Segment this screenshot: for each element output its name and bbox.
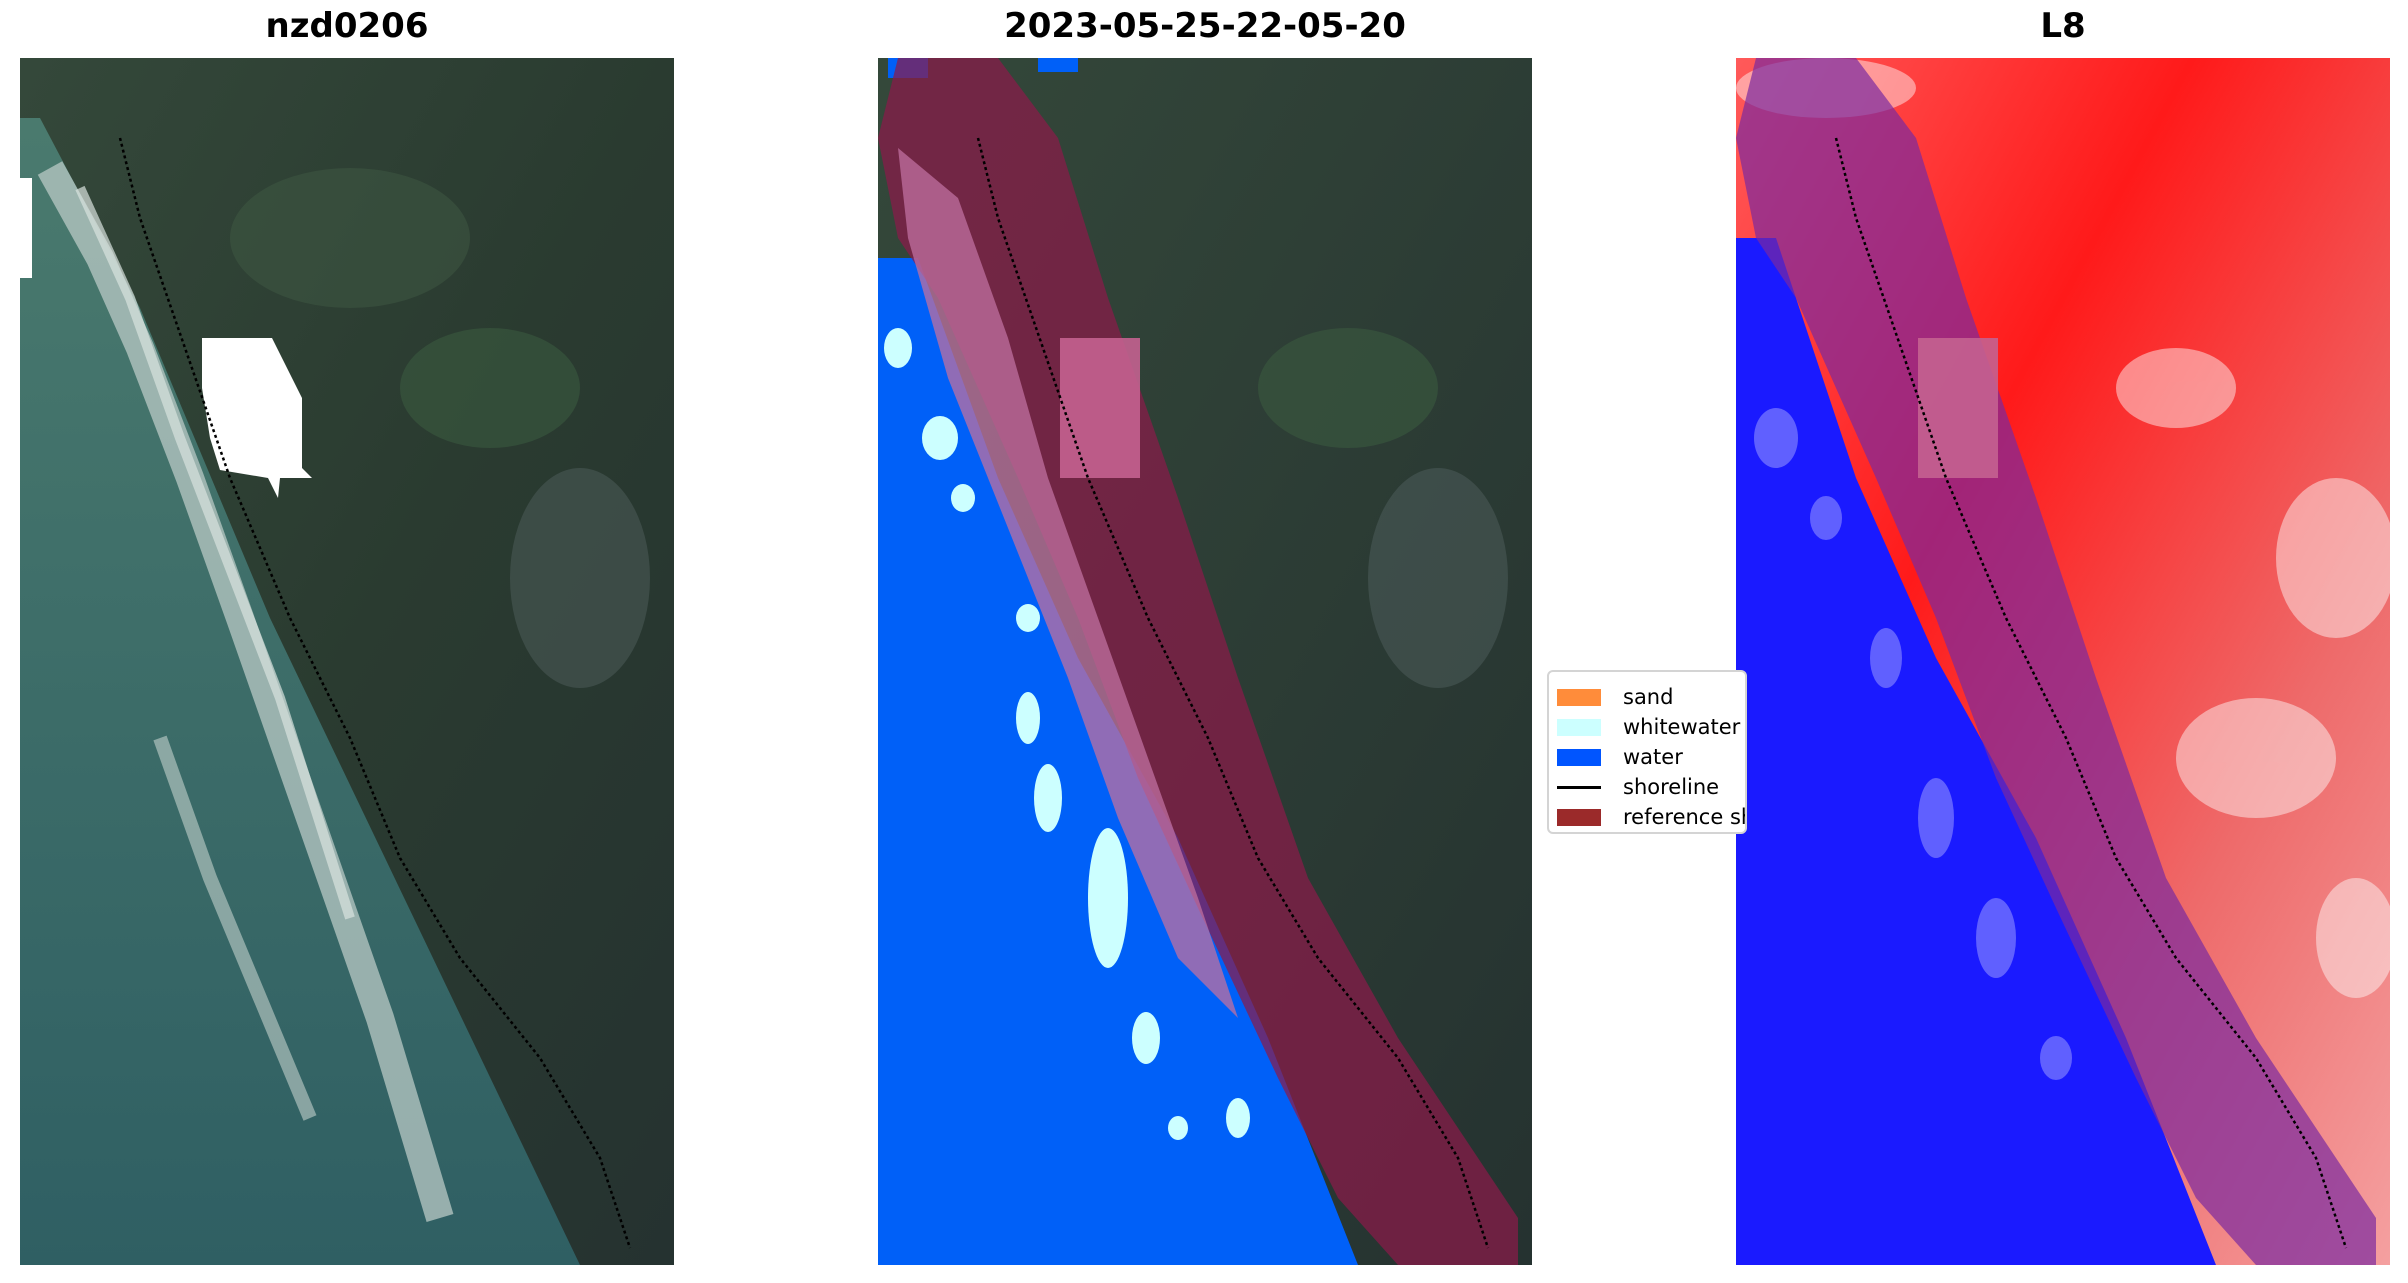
shoreline-line — [118, 137, 632, 1249]
surf-band — [37, 161, 454, 1223]
legend-item-shoreline: shoreline — [1557, 774, 1719, 800]
legend-label-water: water — [1623, 745, 1683, 769]
legend-swatch-whitewater — [1557, 718, 1601, 736]
legend-item-reference-shoreline: reference shoreline buffer — [1557, 804, 1745, 830]
legend-label-whitewater: whitewater — [1623, 715, 1741, 739]
classified-image — [878, 58, 1532, 1265]
whitewater-patches — [884, 328, 1250, 1140]
panel-title-index: L8 — [2040, 6, 2086, 46]
legend-label-sand: sand — [1623, 685, 1674, 709]
legend-label-reference-shoreline: reference shoreline buffer — [1623, 805, 1745, 829]
index-image-panel — [1736, 58, 2390, 1265]
legend-swatch-water — [1557, 748, 1601, 766]
cloud-mask — [202, 338, 312, 498]
legend-item-sand: sand — [1557, 684, 1673, 710]
negative-index-region — [1736, 238, 2216, 1265]
legend-item-whitewater: whitewater — [1557, 714, 1740, 740]
rgb-image-panel — [20, 58, 674, 1265]
panel-title-classified: 2023-05-25-22-05-20 — [1004, 6, 1406, 46]
buffer-overlay — [878, 58, 1518, 1265]
legend-label-shoreline: shoreline — [1623, 775, 1720, 799]
panel-title-rgb: nzd0206 — [265, 6, 429, 46]
legend-swatch-reference-shoreline — [1557, 808, 1601, 826]
legend-item-water: water — [1557, 744, 1683, 770]
rgb-image — [20, 58, 674, 1265]
legend: sand whitewater water shoreline referenc… — [1547, 670, 1747, 834]
index-image — [1736, 58, 2390, 1265]
classified-image-panel — [878, 58, 1532, 1265]
legend-line-shoreline — [1557, 785, 1601, 789]
legend-swatch-sand — [1557, 688, 1601, 706]
